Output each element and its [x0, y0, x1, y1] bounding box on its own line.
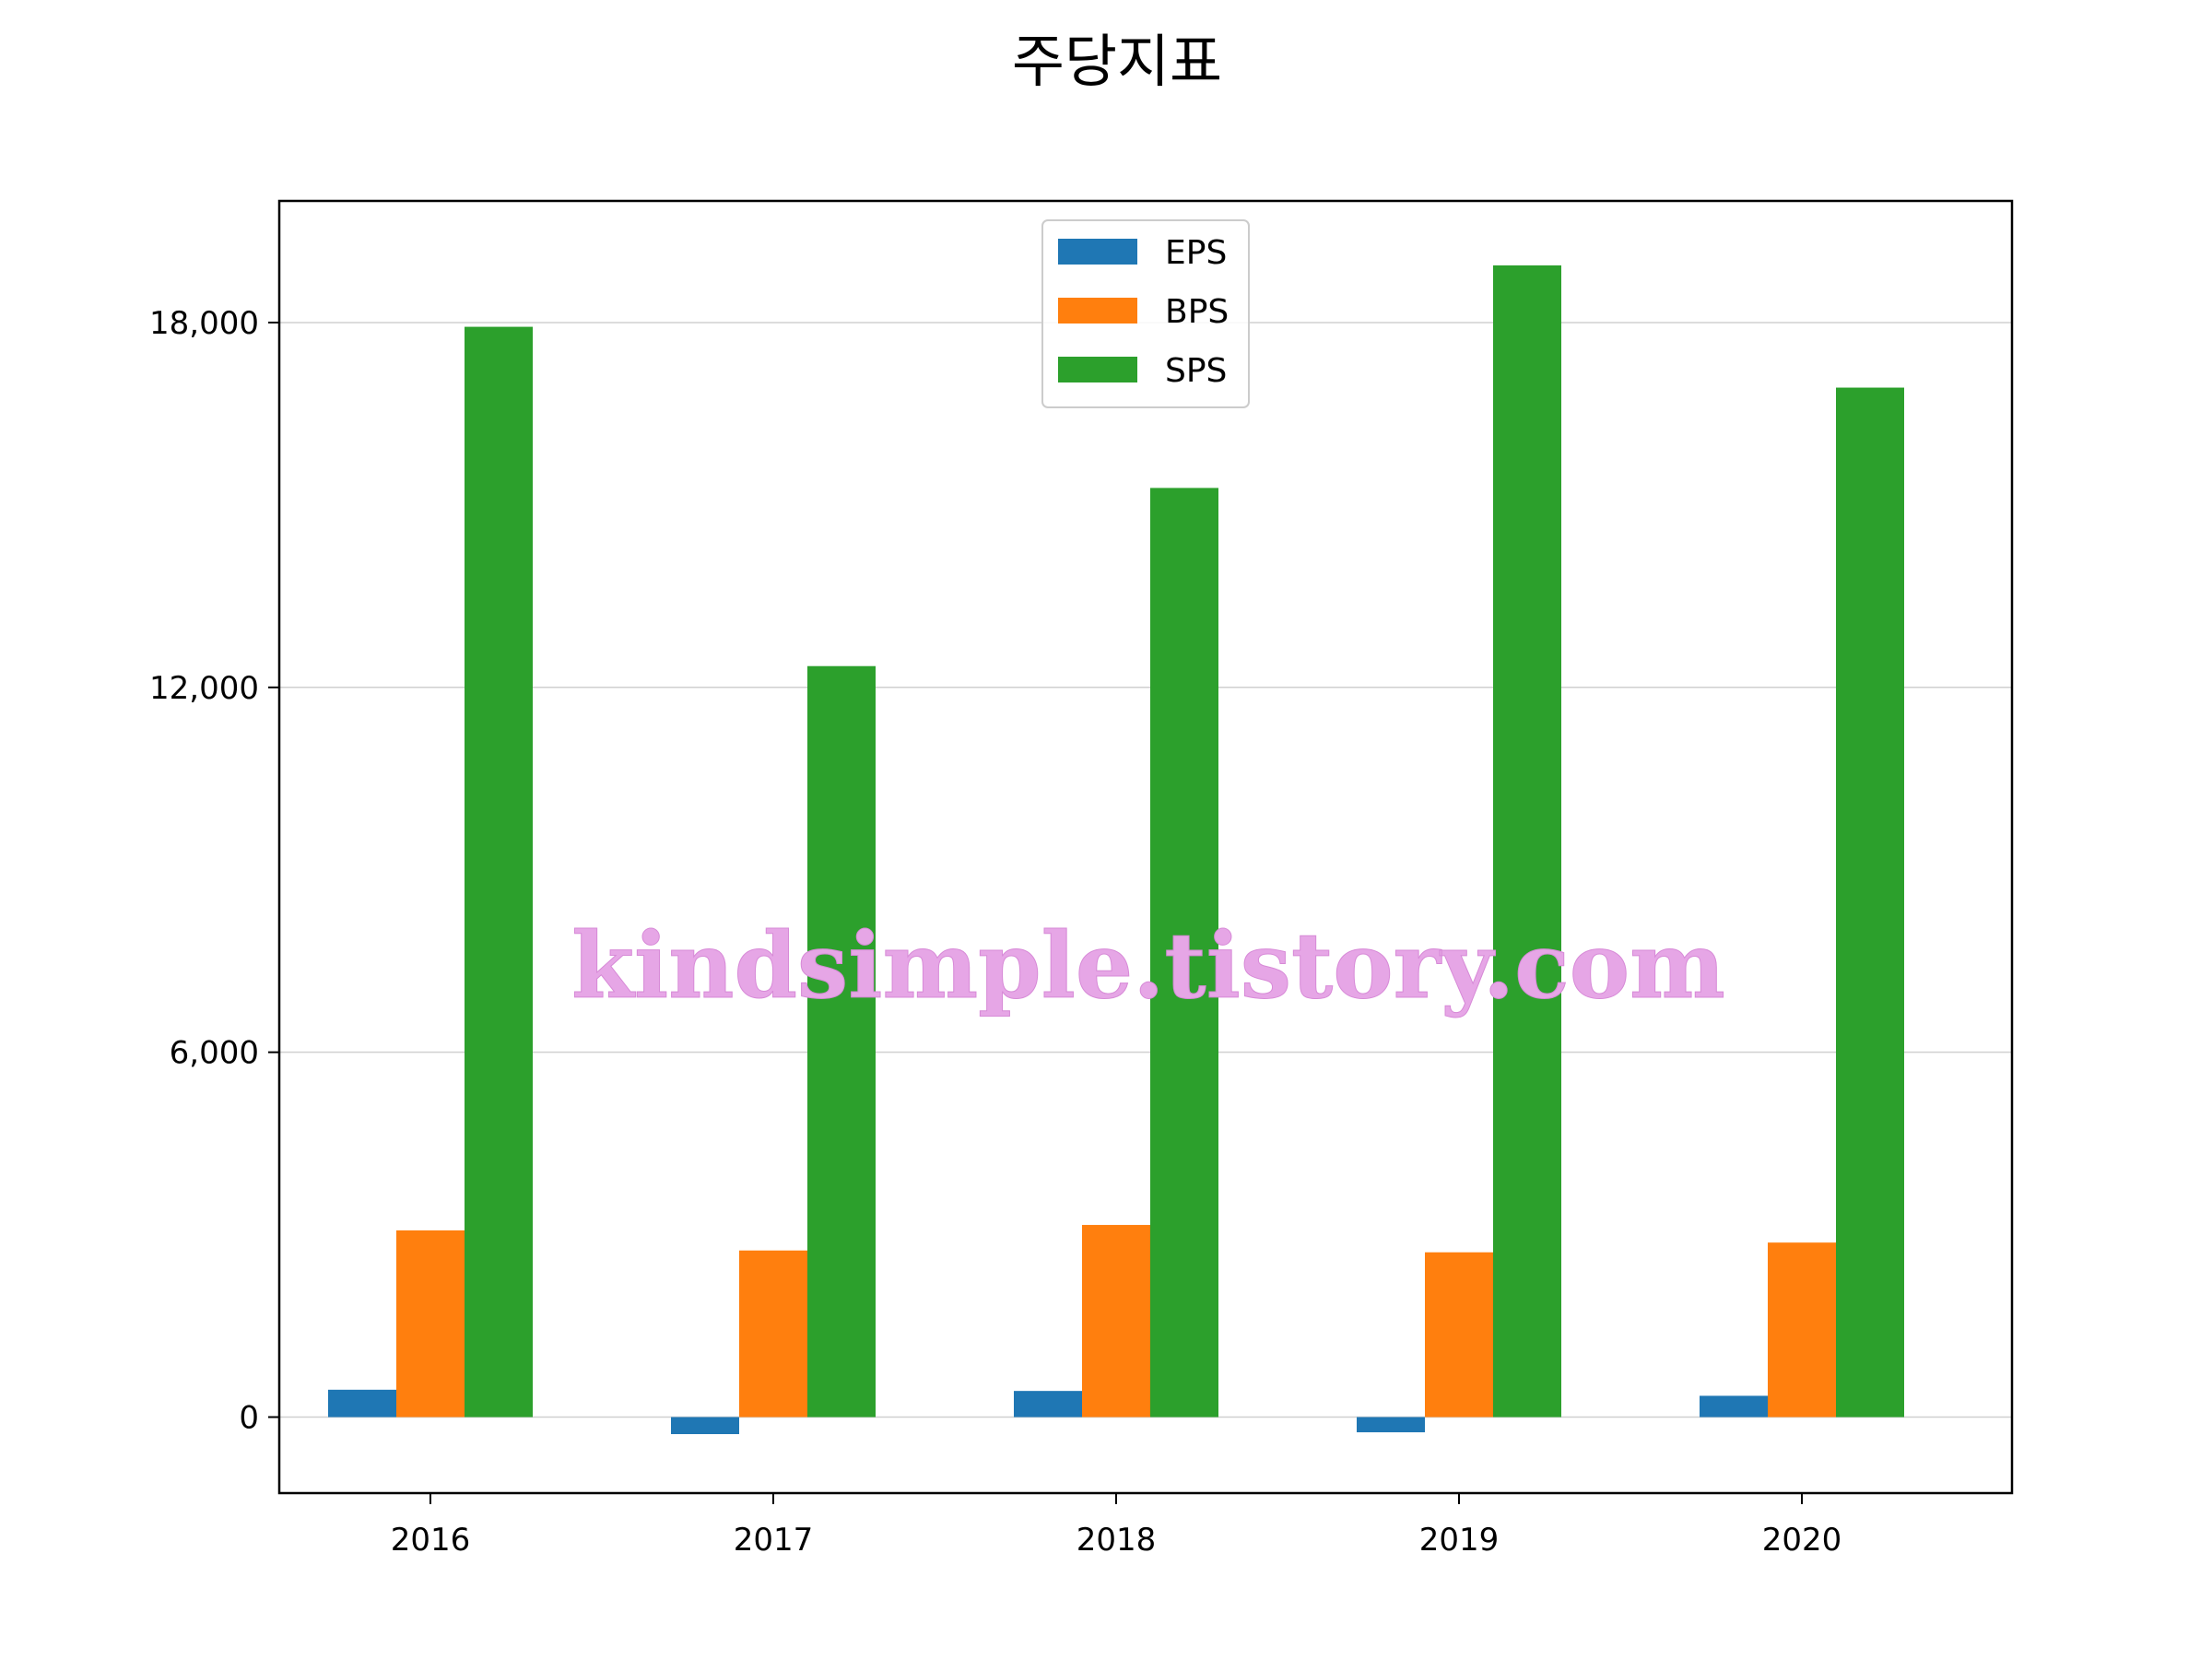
bar-bps-2018	[1082, 1225, 1150, 1418]
bar-bps-2019	[1425, 1252, 1493, 1418]
bar-bps-2017	[739, 1250, 807, 1418]
legend-label-eps: EPS	[1165, 234, 1227, 272]
bar-sps-2017	[807, 665, 876, 1418]
legend: EPS BPS SPS	[1041, 219, 1250, 408]
bar-sps-2019	[1493, 265, 1561, 1418]
legend-swatch-eps	[1058, 239, 1137, 265]
chart-title: 주당지표	[1012, 28, 1222, 95]
x-tick-label: 2019	[1419, 1522, 1500, 1559]
bar-eps-2019	[1357, 1417, 1425, 1433]
x-tick-label: 2017	[734, 1522, 814, 1559]
legend-swatch-bps	[1058, 298, 1137, 324]
x-tick-label: 2018	[1077, 1522, 1157, 1559]
bar-bps-2020	[1768, 1242, 1836, 1418]
x-tick-label: 2020	[1762, 1522, 1842, 1559]
x-tick-label: 2016	[391, 1522, 471, 1559]
watermark-text: kindsimple.tistory.com	[571, 913, 1725, 1019]
axis-ticks: 0 6,000 12,000 18,000 2016 2017 2018 2019 2020	[149, 305, 1841, 1559]
plot-frame	[277, 199, 2014, 1495]
bar-eps-2017	[671, 1417, 739, 1435]
bars	[328, 265, 1904, 1435]
legend-label-bps: BPS	[1165, 293, 1229, 331]
bar-sps-2020	[1836, 387, 1904, 1418]
bar-bps-2016	[396, 1230, 465, 1418]
y-tick-label: 12,000	[149, 670, 259, 707]
bar-eps-2020	[1700, 1395, 1768, 1418]
bar-sps-2018	[1150, 488, 1218, 1418]
y-tick-label: 18,000	[149, 305, 259, 342]
legend-swatch-sps	[1058, 357, 1137, 382]
y-tick-label: 0	[239, 1400, 259, 1437]
bar-eps-2016	[328, 1389, 396, 1418]
bar-eps-2018	[1014, 1391, 1082, 1418]
bar-sps-2016	[465, 326, 533, 1418]
y-tick-label: 6,000	[170, 1035, 259, 1072]
legend-label-sps: SPS	[1165, 352, 1227, 390]
